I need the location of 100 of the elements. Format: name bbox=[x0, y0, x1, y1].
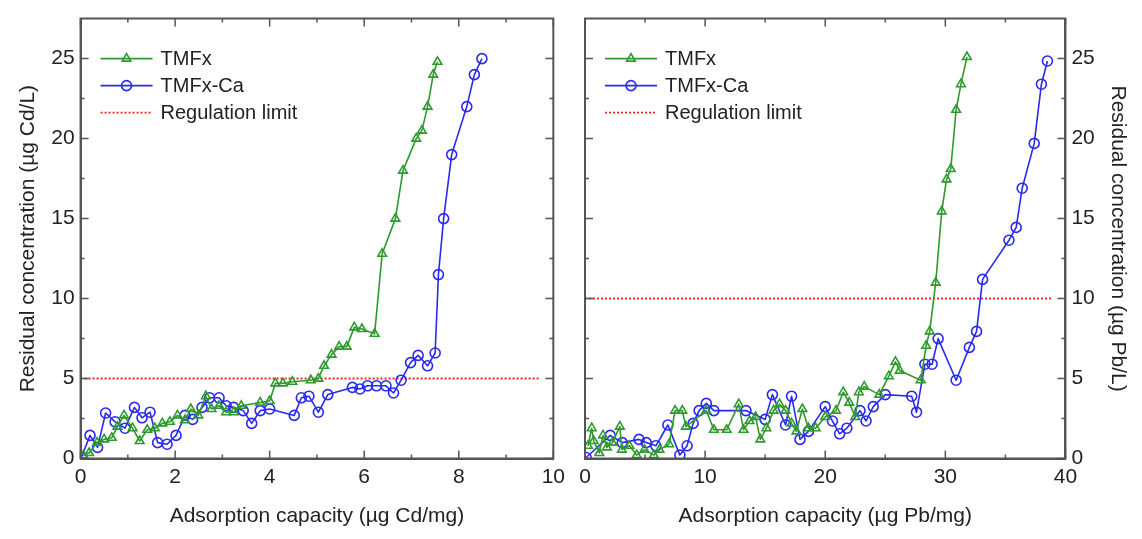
point bbox=[631, 449, 642, 459]
point bbox=[750, 411, 761, 421]
point bbox=[677, 404, 688, 414]
point bbox=[890, 356, 901, 366]
point bbox=[161, 438, 173, 450]
point bbox=[693, 404, 705, 417]
point bbox=[404, 356, 417, 369]
point bbox=[936, 205, 947, 215]
point bbox=[701, 404, 712, 414]
point bbox=[883, 370, 895, 380]
point bbox=[879, 388, 892, 401]
point bbox=[674, 449, 686, 459]
point bbox=[318, 360, 330, 370]
point bbox=[607, 436, 618, 446]
point bbox=[254, 404, 267, 417]
point bbox=[179, 414, 191, 424]
point bbox=[920, 340, 932, 350]
y2-tick-label: 15 bbox=[1071, 205, 1095, 229]
point bbox=[270, 377, 281, 387]
point bbox=[662, 419, 674, 431]
point bbox=[380, 380, 392, 392]
x-tick-label: 10 bbox=[693, 464, 717, 487]
point bbox=[700, 397, 713, 410]
point bbox=[213, 400, 225, 410]
point bbox=[586, 422, 597, 432]
point bbox=[597, 429, 609, 439]
point bbox=[1035, 78, 1048, 90]
point bbox=[277, 377, 289, 387]
x-tick-label: 8 bbox=[452, 464, 465, 487]
point bbox=[797, 403, 808, 413]
point bbox=[142, 424, 153, 434]
point bbox=[894, 364, 905, 374]
point bbox=[803, 422, 814, 432]
point bbox=[766, 388, 779, 401]
y-tick-label: 10 bbox=[51, 285, 75, 309]
y2-tick-label: 5 bbox=[1071, 365, 1084, 389]
point bbox=[245, 417, 258, 430]
point bbox=[639, 443, 650, 453]
point bbox=[768, 404, 779, 414]
point bbox=[134, 435, 145, 445]
y-tick-label: 20 bbox=[51, 125, 75, 149]
y-tick-label: 0 bbox=[62, 445, 75, 469]
point bbox=[867, 400, 880, 413]
point bbox=[112, 420, 123, 430]
point bbox=[955, 78, 967, 88]
point bbox=[349, 321, 360, 331]
y2-tick-label: 25 bbox=[1071, 45, 1095, 69]
point bbox=[84, 429, 96, 442]
point bbox=[303, 390, 315, 402]
point bbox=[1016, 182, 1028, 194]
point bbox=[287, 376, 298, 386]
point bbox=[740, 404, 752, 417]
point bbox=[206, 403, 217, 413]
point bbox=[437, 212, 450, 225]
point bbox=[961, 51, 973, 61]
point bbox=[663, 438, 675, 448]
point bbox=[361, 380, 374, 392]
point bbox=[341, 340, 352, 350]
point bbox=[322, 388, 334, 401]
point bbox=[1010, 221, 1022, 234]
legend-label: TMFx-Ca bbox=[160, 74, 245, 97]
point bbox=[648, 449, 659, 459]
point bbox=[200, 390, 211, 400]
point bbox=[915, 374, 926, 384]
point bbox=[369, 328, 380, 338]
x-tick-label: 30 bbox=[933, 464, 958, 487]
point bbox=[951, 104, 962, 114]
point bbox=[432, 268, 445, 281]
point bbox=[119, 422, 131, 434]
point bbox=[785, 390, 798, 402]
y-tick-label: 15 bbox=[51, 205, 75, 229]
point bbox=[390, 212, 401, 222]
point bbox=[136, 412, 148, 424]
point bbox=[826, 415, 839, 427]
point bbox=[236, 400, 247, 410]
point bbox=[910, 406, 923, 418]
point bbox=[305, 374, 316, 384]
point bbox=[263, 403, 276, 415]
point bbox=[186, 413, 199, 426]
point bbox=[288, 409, 301, 422]
point bbox=[295, 392, 308, 404]
point bbox=[860, 415, 872, 427]
point bbox=[614, 420, 625, 430]
point bbox=[853, 386, 864, 396]
point bbox=[151, 436, 164, 449]
point bbox=[128, 401, 141, 414]
y2-axis-title: Residual concentration (µg Pb/L) bbox=[1107, 85, 1131, 392]
point bbox=[196, 401, 208, 414]
point bbox=[669, 404, 681, 414]
point bbox=[346, 381, 359, 394]
point bbox=[109, 416, 121, 428]
y2-tick-label: 20 bbox=[1071, 125, 1095, 149]
point bbox=[733, 398, 744, 408]
point bbox=[838, 386, 849, 396]
point bbox=[91, 441, 104, 454]
y-tick-label: 25 bbox=[51, 45, 75, 69]
point bbox=[149, 422, 160, 432]
point bbox=[841, 422, 853, 434]
point bbox=[604, 429, 617, 442]
point bbox=[941, 173, 952, 183]
